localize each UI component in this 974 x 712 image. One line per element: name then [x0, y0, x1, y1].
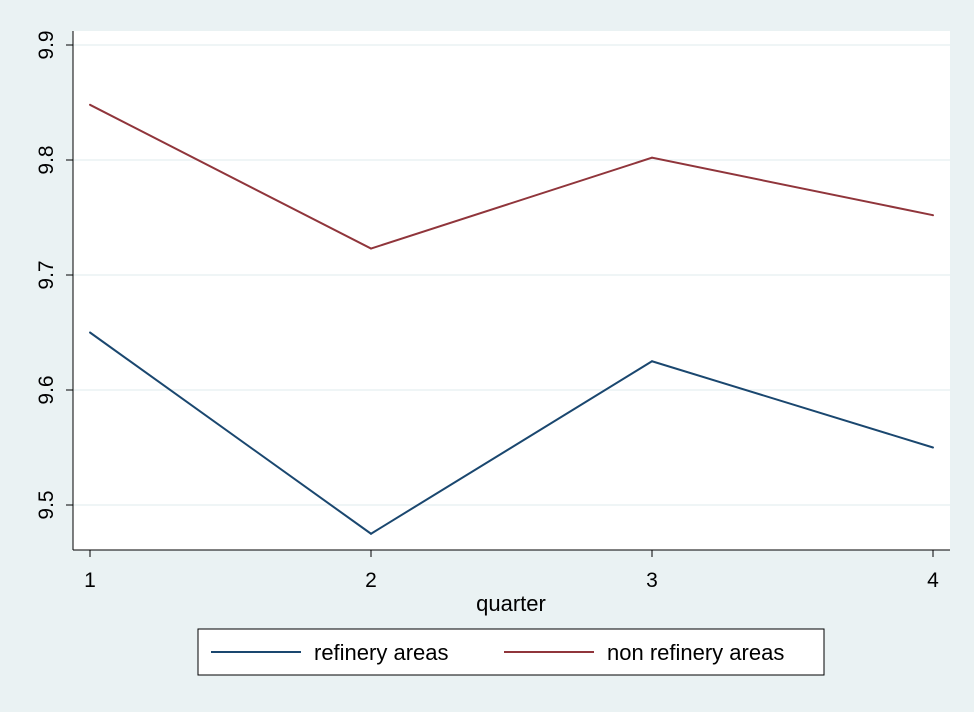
series-lines	[89, 103, 934, 535]
data-point-refinery-areas	[89, 331, 91, 334]
y-tick-label: 9.5	[35, 490, 58, 519]
legend-label-refinery-areas: refinery areas	[314, 640, 449, 665]
y-tick-label: 9.9	[35, 30, 58, 59]
grid-lines	[73, 44, 950, 506]
y-ticks: 9.5 9.6 9.7 9.8 9.9	[35, 30, 73, 520]
data-point-non-refinery-areas	[651, 156, 653, 159]
legend: refinery areas non refinery areas	[197, 628, 825, 676]
x-ticks: 1 2 3 4	[84, 550, 939, 592]
x-axis-label: quarter	[476, 591, 546, 616]
plot-background	[73, 31, 950, 550]
x-tick-label: 1	[84, 569, 96, 592]
y-tick-label: 9.6	[35, 375, 58, 404]
y-tick-label: 9.7	[35, 260, 58, 289]
series-line-non-refinery-areas	[89, 103, 934, 250]
y-tick-label: 9.8	[35, 145, 58, 174]
x-tick-label: 4	[927, 569, 939, 592]
legend-label-non-refinery-areas: non refinery areas	[607, 640, 784, 665]
x-tick-label: 2	[365, 569, 377, 592]
x-tick-label: 3	[646, 569, 658, 592]
data-point-non-refinery-areas	[932, 214, 934, 217]
data-point-non-refinery-areas	[89, 103, 91, 106]
axes	[72, 31, 950, 551]
data-point-refinery-areas	[651, 360, 653, 363]
data-point-non-refinery-areas	[370, 247, 372, 250]
data-point-refinery-areas	[370, 532, 372, 535]
data-point-refinery-areas	[932, 446, 934, 449]
series-line-refinery-areas	[89, 331, 934, 535]
